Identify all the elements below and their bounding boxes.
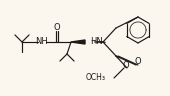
Text: HN: HN [90, 38, 103, 46]
Text: O: O [135, 57, 141, 65]
Text: OCH₃: OCH₃ [86, 74, 106, 82]
Text: ···: ··· [90, 38, 96, 43]
Polygon shape [71, 40, 85, 44]
Text: NH: NH [36, 38, 48, 46]
Text: O: O [123, 60, 129, 70]
Text: O: O [54, 24, 60, 33]
